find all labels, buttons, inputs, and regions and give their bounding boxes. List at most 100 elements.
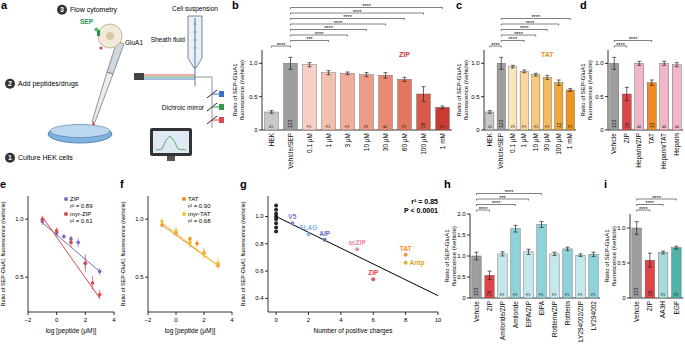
y-axis-label: Ratio of SEP-GluA1fluorescence (/vehicle… [444, 226, 457, 286]
point [274, 212, 278, 216]
error-cap [674, 246, 678, 247]
x-tick-label: 0.1 μM [306, 133, 314, 153]
bar [589, 254, 598, 298]
y-tick-label: 1.0 [471, 60, 480, 66]
error-cap [566, 247, 570, 248]
n-label: 123 [287, 119, 293, 128]
bar [532, 75, 540, 130]
n-label: 6 [636, 125, 642, 128]
figure: aSEPGluA1Cell suspensionSheath fluidDich… [0, 0, 685, 351]
error-cap [637, 65, 641, 66]
error-cap [365, 72, 369, 73]
panel-i: i00.51.0Ratio of SEP-GluA1fluorescence (… [604, 178, 683, 322]
error-bar [403, 77, 407, 81]
significance-label: **** [353, 9, 362, 15]
error-bar [650, 80, 654, 85]
point [41, 217, 45, 221]
y-tick [25, 219, 28, 220]
y-axis [148, 196, 149, 312]
y-tick [467, 256, 470, 257]
error-stem [404, 77, 405, 81]
y-tick [481, 63, 484, 64]
error-bar [625, 87, 629, 100]
error-stem [476, 252, 477, 260]
error-stem [664, 61, 665, 65]
panel-c: c00.51.0Ratio of SEP-GluA1fluorescence (… [456, 0, 576, 169]
y-axis-label-line: Ratio of SEP-GluA1 [232, 63, 238, 117]
error-bar [661, 251, 665, 254]
bars [632, 222, 681, 298]
x-tick-label: 4 [230, 317, 234, 323]
n-label: 3 [325, 125, 331, 128]
error-cap [488, 271, 492, 272]
sep-tag [95, 28, 99, 32]
bar [520, 71, 528, 130]
error-cap [662, 61, 666, 62]
error-cap [545, 79, 549, 80]
x-tick-label: 0 [55, 317, 59, 323]
y-axis-label-line: fluorescence (/vehicle) [611, 226, 617, 286]
y-tick [605, 96, 608, 97]
y-tick-label: 0 [622, 295, 626, 301]
bar [436, 107, 450, 130]
error-bar [592, 252, 596, 256]
error-bar [566, 247, 570, 250]
panel-h: h00.51.01.52.0Ratio of SEP-GluA1fluoresc… [444, 178, 600, 342]
point [84, 261, 88, 265]
error-cap [501, 256, 505, 257]
significance-label: **** [324, 25, 333, 31]
error-stem [502, 252, 503, 256]
annotation: TAT [541, 51, 554, 58]
n-label: 3 [590, 293, 596, 296]
x-tick-label: 2 [307, 317, 311, 323]
error-stem [290, 57, 291, 69]
y-tick-label: 1.0 [255, 213, 264, 219]
error-bar [579, 254, 583, 257]
x-tick-label: 10 [435, 317, 442, 323]
error-stem [649, 253, 650, 267]
error-stem [651, 80, 652, 85]
fit-line [162, 223, 218, 266]
panel-label: f [120, 178, 124, 190]
step-badge [5, 153, 15, 163]
x-tick-label: TAT [648, 133, 655, 144]
error-cap [514, 225, 518, 226]
emission [212, 107, 219, 108]
n-label: 12 [649, 122, 655, 128]
x-tick-label: HEK [486, 132, 493, 146]
cell-label: GluA1 [125, 39, 143, 46]
legend-marker [182, 212, 186, 216]
n-label: 3 [521, 125, 527, 128]
error-cap [475, 252, 479, 253]
x-tick-label: ZIP [623, 133, 630, 143]
error-stem [580, 254, 581, 257]
error-stem [636, 222, 637, 235]
significance-label: **** [508, 36, 517, 42]
error-cap [475, 259, 479, 260]
panel-e: e0.51.0−2024log [peptide (μM)]Ratio of S… [0, 178, 116, 335]
x-tick-label: EGF [673, 301, 680, 314]
error-stem [442, 106, 443, 109]
x-tick-label: LY294002/ZIP [577, 301, 584, 342]
emission [212, 94, 219, 95]
panel-f: f0.51.0−2024log [peptide (μM)]Ratio of S… [120, 178, 234, 335]
error-cap [540, 221, 544, 222]
bar [498, 254, 507, 298]
point [306, 232, 310, 236]
x-tick-label: Vehicle [610, 133, 617, 154]
x-tick-label: ZIP [646, 301, 653, 311]
n-label: 3 [525, 293, 531, 296]
error-cap [650, 80, 654, 81]
y-tick-label: 1.0 [457, 253, 466, 259]
error-stem [366, 73, 367, 77]
error-stem [541, 222, 542, 228]
error-cap [522, 70, 526, 71]
point [290, 221, 294, 225]
error-cap [270, 110, 274, 111]
error-stem [528, 249, 529, 254]
y-tick [467, 235, 470, 236]
cytometer-label: Dichroic mirror [162, 104, 205, 111]
panel-label: a [1, 0, 8, 11]
y-tick-label: 1.0 [15, 216, 24, 222]
culture-medium [50, 125, 110, 138]
